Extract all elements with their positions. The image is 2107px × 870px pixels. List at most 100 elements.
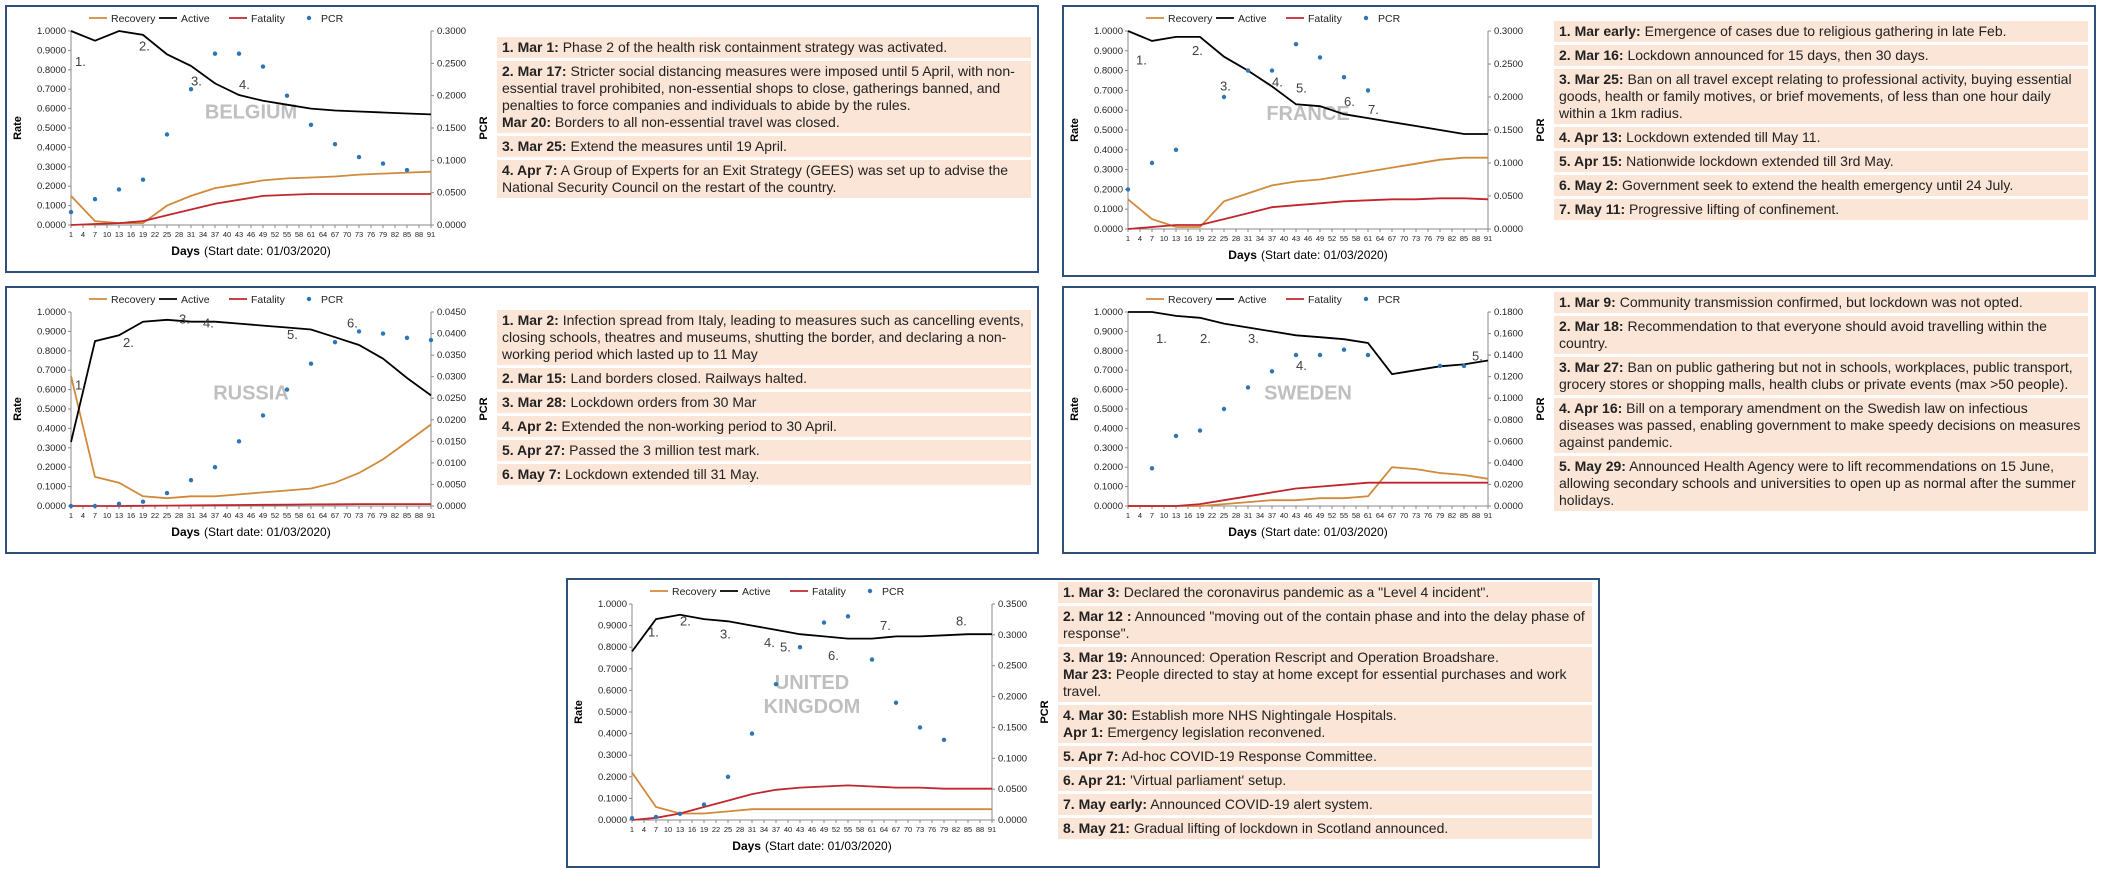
y-axis-label: Rate <box>12 116 24 140</box>
pcr-point <box>332 141 338 147</box>
x-axis-label: Days (Start date: 01/03/2020) <box>1228 248 1387 262</box>
pcr-point <box>212 51 218 56</box>
series-line <box>1128 311 1489 376</box>
note: 3. Mar 19: Announced: Operation Rescript… <box>1058 647 1592 702</box>
x-tick-label: 58 <box>856 825 864 834</box>
y-tick-label: 0.5000 <box>1094 125 1123 136</box>
x-tick-label: 91 <box>988 825 996 834</box>
pcr-point <box>428 337 434 343</box>
y-tick-label: 0.1000 <box>1094 204 1123 215</box>
annotation: 7. <box>880 618 891 633</box>
x-tick-label: 73 <box>355 511 363 520</box>
y-tick-label: 0.3000 <box>598 750 627 761</box>
x-tick-label: 7 <box>1150 511 1154 520</box>
x-axis-note: (Start date: 01/03/2020) <box>765 839 892 853</box>
x-tick-label: 85 <box>403 230 411 239</box>
pcr-point <box>1437 363 1443 369</box>
x-axis-note: (Start date: 01/03/2020) <box>1261 248 1388 262</box>
x-tick-label: 49 <box>820 825 828 834</box>
annotation: 3. <box>179 312 190 327</box>
series-line <box>70 30 432 116</box>
legend-label: Active <box>1238 13 1267 25</box>
y2-tick-label: 0.0000 <box>437 220 466 231</box>
x-tick-label: 73 <box>1412 234 1420 243</box>
y-tick-label: 0.4000 <box>1094 423 1123 434</box>
x-tick-label: 31 <box>187 230 195 239</box>
note-label: 3. Mar 25: <box>502 138 567 154</box>
legend-label: Recovery <box>111 13 156 25</box>
note-sublabel: Mar 20: <box>502 114 552 130</box>
annotation: 1. <box>1136 53 1147 68</box>
legend-label: Recovery <box>672 586 717 598</box>
y-tick-label: 0.8000 <box>37 346 66 357</box>
legend-label: Fatality <box>251 294 286 306</box>
y2-tick-label: 0.1500 <box>1494 125 1523 136</box>
x-tick-label: 10 <box>103 230 111 239</box>
x-tick-label: 1 <box>69 511 73 520</box>
y2-tick-label: 0.0200 <box>1494 479 1523 490</box>
x-tick-label: 13 <box>115 230 123 239</box>
note: 3. Mar 28: Lockdown orders from 30 Mar <box>497 392 1031 413</box>
x-tick-label: 55 <box>283 511 291 520</box>
pcr-point <box>92 196 98 202</box>
x-tick-label: 64 <box>319 230 327 239</box>
y-tick-label: 0.5000 <box>598 707 627 718</box>
pcr-point <box>68 503 74 509</box>
y2-tick-label: 0.1800 <box>1494 307 1523 318</box>
x-axis-label: Days (Start date: 01/03/2020) <box>1228 525 1387 539</box>
x-tick-label: 67 <box>892 825 900 834</box>
pcr-point <box>941 737 947 742</box>
y2-tick-label: 0.0150 <box>437 436 466 447</box>
x-axis-label: Days (Start date: 01/03/2020) <box>171 244 330 258</box>
pcr-point <box>725 774 731 779</box>
note: 8. May 21: Gradual lifting of lockdown i… <box>1058 818 1592 839</box>
y2-tick-label: 0.0000 <box>1494 224 1523 235</box>
y-tick-label: 0.8000 <box>1094 66 1123 77</box>
note: 6. May 2: Government seek to extend the … <box>1554 175 2088 196</box>
x-tick-label: 85 <box>964 825 972 834</box>
france-panel: 1. Mar early: Emergence of cases due to … <box>1062 5 2096 277</box>
russia-panel: 1. Mar 2: Infection spread from Italy, l… <box>5 286 1039 554</box>
y-tick-label: 0.2000 <box>37 181 66 192</box>
note-label: 6. May 2: <box>1559 177 1619 193</box>
note-text: Establish more NHS Nightingale Hospitals… <box>1131 707 1397 723</box>
y-tick-label: 0.4000 <box>1094 145 1123 156</box>
note-text: Ban on all travel except relating to pro… <box>1559 71 2072 121</box>
x-tick-label: 34 <box>760 825 768 834</box>
x-tick-label: 61 <box>307 511 315 520</box>
note: 1. Mar 2: Infection spread from Italy, l… <box>497 310 1031 365</box>
note-label: 2. Mar 16: <box>1559 47 1624 63</box>
y2-axis-label: PCR <box>478 397 490 420</box>
x-axis-title: Days <box>732 839 761 853</box>
x-tick-label: 55 <box>1340 511 1348 520</box>
x-tick-label: 82 <box>1448 234 1456 243</box>
pcr-point <box>356 329 362 334</box>
note-text: Land borders closed. Railways halted. <box>570 370 808 386</box>
y-tick-label: 0.6000 <box>37 104 66 115</box>
pcr-point <box>1221 94 1227 100</box>
x-axis-note: (Start date: 01/03/2020) <box>204 244 331 258</box>
legend-label: PCR <box>1378 13 1401 25</box>
note: 7. May 11: Progressive lifting of confin… <box>1554 199 2088 220</box>
note-text: Announced: Operation Rescript and Operat… <box>1130 649 1499 665</box>
x-tick-label: 7 <box>1150 234 1154 243</box>
note-text: Extended the non-working period to 30 Ap… <box>561 418 837 434</box>
annotation: 3. <box>720 627 731 642</box>
y-tick-label: 0.9000 <box>598 621 627 632</box>
note-text: Extend the measures until 19 April. <box>570 138 787 154</box>
annotation: 6. <box>828 648 839 663</box>
note-text: Lockdown orders from 30 Mar <box>570 394 757 410</box>
y2-tick-label: 0.0300 <box>437 372 466 383</box>
annotation: 6. <box>347 316 358 331</box>
x-tick-label: 76 <box>367 511 375 520</box>
x-tick-label: 16 <box>127 511 135 520</box>
legend-label: Active <box>742 586 771 598</box>
x-tick-label: 37 <box>1268 511 1276 520</box>
x-tick-label: 91 <box>1484 511 1492 520</box>
x-tick-label: 31 <box>187 511 195 520</box>
note-label: 5. Apr 15: <box>1559 153 1623 169</box>
chart: 0.0000 0.1000 0.2000 0.3000 0.4000 0.5000 0.60… <box>1069 13 1547 262</box>
pcr-point <box>308 122 314 127</box>
note-label: 1. Mar 2: <box>502 312 559 328</box>
x-tick-label: 4 <box>81 511 85 520</box>
